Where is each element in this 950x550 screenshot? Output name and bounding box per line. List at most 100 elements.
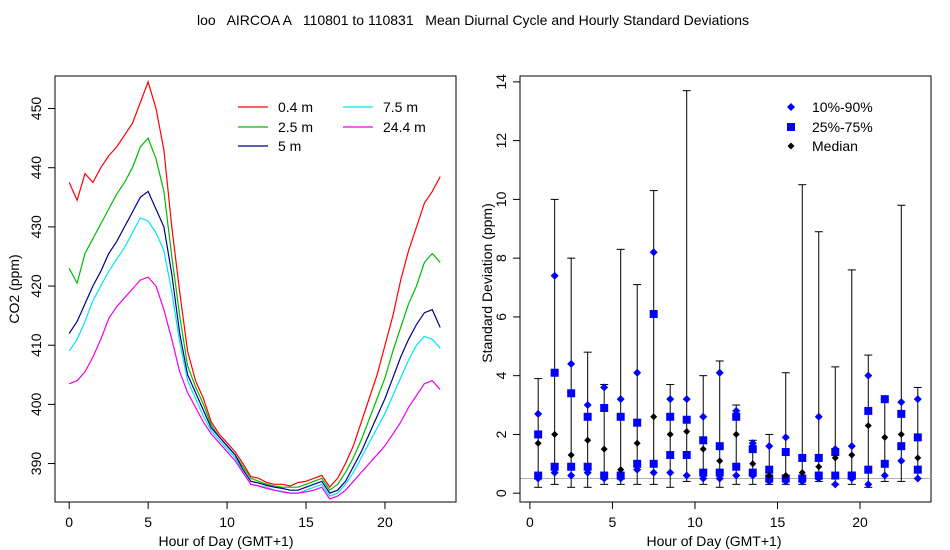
- point-10-90-high: [913, 395, 922, 404]
- point-median: [617, 466, 625, 474]
- point-25-75-low: [600, 471, 609, 480]
- point-10-90-high: [534, 409, 543, 418]
- point-median: [584, 436, 592, 444]
- point-10-90-high: [682, 395, 691, 404]
- left-x-tick-label: 10: [219, 514, 235, 530]
- point-10-90-high: [715, 368, 724, 377]
- point-25-75-high: [666, 412, 675, 421]
- series-line-5-m: [68, 190, 441, 494]
- left-y-tick-label: 450: [28, 97, 44, 121]
- right-x-tick-label: 10: [687, 514, 703, 530]
- right-y-axis-label: Standard Deviation (ppm): [479, 203, 495, 363]
- point-median: [848, 451, 856, 459]
- right-y-axis: 0 2 4 6 8 10 12 14: [493, 74, 521, 497]
- point-10-90-high: [699, 412, 708, 421]
- point-median: [782, 472, 790, 480]
- point-median: [864, 422, 872, 430]
- point-10-90-low: [567, 471, 576, 480]
- series-line-2-5-m: [68, 136, 441, 492]
- legend-label: 10%-90%: [812, 99, 873, 115]
- legend-marker-10-90: [787, 103, 795, 111]
- left-y-tick-label: 440: [28, 156, 44, 180]
- left-x-tick-label: 15: [298, 514, 314, 530]
- point-25-75-high: [798, 453, 807, 462]
- left-x-axis-label: Hour of Day (GMT+1): [159, 533, 294, 549]
- left-y-tick-label: 410: [28, 333, 44, 357]
- point-10-90-high: [567, 359, 576, 368]
- right-y-tick-label: 0: [493, 489, 509, 497]
- point-25-75-low: [831, 471, 840, 480]
- right-y-tick-label: 12: [493, 133, 509, 149]
- point-median: [551, 430, 559, 438]
- figure-title: loo AIRCOA A 110801 to 110831 Mean Diurn…: [197, 12, 749, 28]
- left-y-tick-label: 420: [28, 274, 44, 298]
- point-10-90-high: [781, 433, 790, 442]
- right-y-tick-label: 6: [493, 313, 509, 321]
- point-median: [765, 472, 773, 480]
- point-25-75-low: [567, 462, 576, 471]
- point-25-75-high: [913, 433, 922, 442]
- left-x-tick-label: 0: [65, 514, 73, 530]
- left-y-tick-label: 390: [28, 452, 44, 476]
- point-10-90-high: [616, 395, 625, 404]
- point-25-75-high: [649, 309, 658, 318]
- point-10-90-low: [897, 456, 906, 465]
- point-25-75-low: [748, 468, 757, 477]
- point-10-90-high: [600, 383, 609, 392]
- point-25-75-high: [534, 430, 543, 439]
- point-25-75-high: [633, 418, 642, 427]
- legend-marker-25-75: [787, 123, 795, 131]
- point-median: [914, 454, 922, 462]
- left-y-axis: 390 400 410 420 430 440 450: [28, 97, 56, 476]
- point-25-75-high: [600, 403, 609, 412]
- point-10-90-high: [666, 395, 675, 404]
- point-median: [831, 454, 839, 462]
- left-legend: 0.4 m 2.5 m 5 m 7.5 m 24.4 m: [238, 99, 426, 154]
- point-25-75-high: [880, 395, 889, 404]
- point-25-75-low: [732, 462, 741, 471]
- point-25-75-high: [682, 415, 691, 424]
- point-25-75-high: [748, 445, 757, 454]
- point-25-75-low: [897, 442, 906, 451]
- point-25-75-low: [913, 465, 922, 474]
- point-median: [881, 433, 889, 441]
- series-line-0-4-m: [68, 80, 441, 489]
- point-10-90-high: [649, 248, 658, 257]
- point-10-90-low: [880, 471, 889, 480]
- point-median: [897, 430, 905, 438]
- point-25-75-high: [583, 412, 592, 421]
- point-10-90-high: [864, 371, 873, 380]
- point-25-75-high: [616, 412, 625, 421]
- point-median: [567, 451, 575, 459]
- point-median: [666, 430, 674, 438]
- right-x-tick-label: 20: [852, 514, 868, 530]
- point-25-75-low: [715, 468, 724, 477]
- legend-label: 2.5 m: [278, 119, 313, 135]
- legend-marker-median: [787, 142, 795, 150]
- point-10-90-high: [897, 398, 906, 407]
- point-25-75-high: [715, 442, 724, 451]
- right-x-tick-label: 15: [770, 514, 786, 530]
- point-10-90-low: [682, 471, 691, 480]
- point-10-90-high: [583, 401, 592, 410]
- right-x-axis: 0 5 10 15 20: [526, 501, 868, 530]
- legend-label: 25%-75%: [812, 119, 873, 135]
- legend-label: 24.4 m: [383, 119, 426, 135]
- point-25-75-high: [897, 409, 906, 418]
- point-25-75-low: [666, 450, 675, 459]
- legend-label: 7.5 m: [383, 99, 418, 115]
- point-10-90-high: [814, 412, 823, 421]
- point-25-75-high: [550, 368, 559, 377]
- point-25-75-high: [765, 465, 774, 474]
- right-x-tick-label: 0: [526, 514, 534, 530]
- point-25-75-low: [699, 468, 708, 477]
- point-10-90-low: [864, 480, 873, 489]
- legend-label: 0.4 m: [278, 99, 313, 115]
- point-10-90-low: [649, 468, 658, 477]
- point-25-75-low: [847, 471, 856, 480]
- point-25-75-high: [567, 389, 576, 398]
- point-25-75-low: [682, 450, 691, 459]
- point-10-90-low: [732, 471, 741, 480]
